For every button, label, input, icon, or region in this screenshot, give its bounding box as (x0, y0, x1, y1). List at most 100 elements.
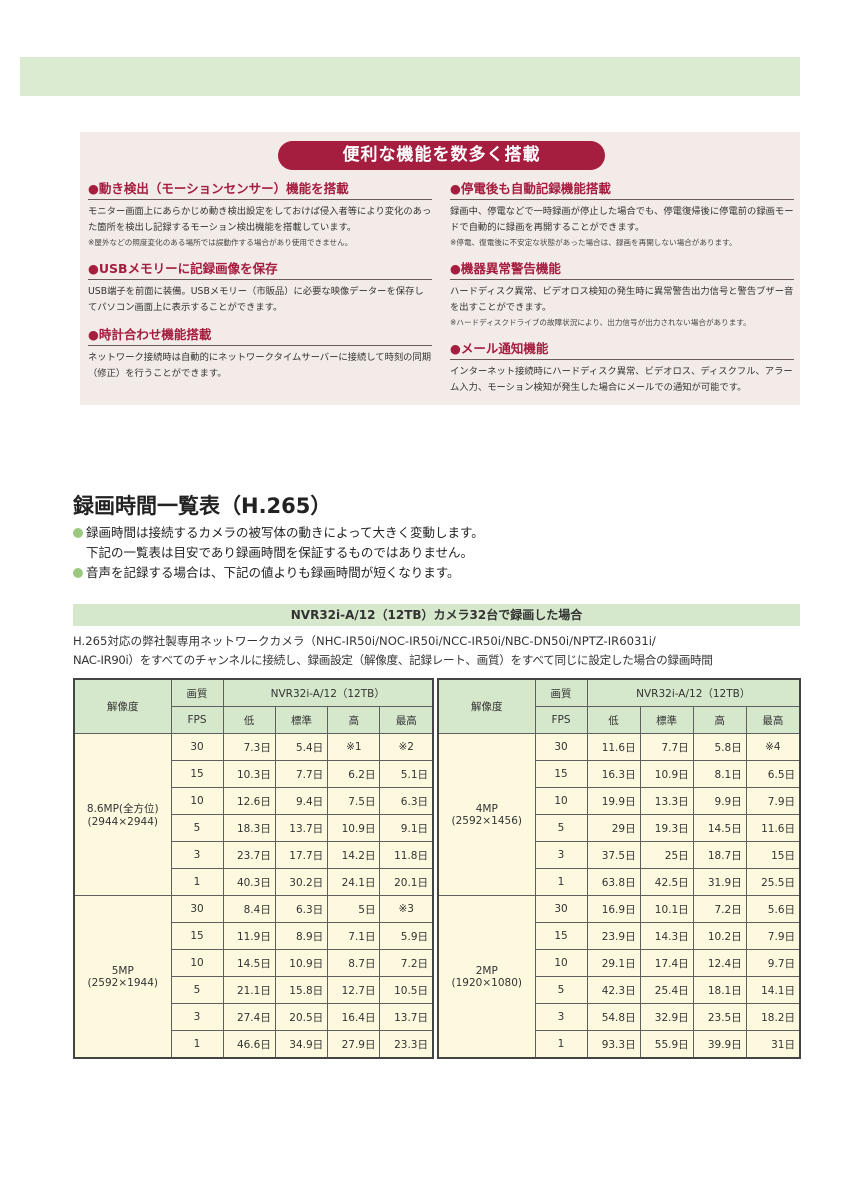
duration-cell: 40.3日 (222, 868, 276, 896)
table-row: 3 54.8日 32.9日 23.5日 18.2日 (438, 1003, 801, 1031)
duration-cell: 15日 (745, 841, 801, 869)
table-row: 10 29.1日 17.4日 12.4日 9.7日 (438, 949, 801, 977)
duration-cell: 13.7日 (379, 1003, 434, 1031)
duration-cell: 10.2日 (692, 922, 747, 950)
duration-cell: 14.5日 (692, 814, 747, 842)
duration-cell: 23.7日 (222, 841, 276, 869)
recording-table-right: 解像度 画質 NVR32i-A/12（12TB） FPS 低標準高最高 4MP (2592×… (437, 678, 801, 1059)
duration-cell: 23.9日 (586, 922, 641, 950)
duration-cell: 9.9日 (692, 787, 747, 815)
duration-cell: 7.9日 (745, 787, 801, 815)
feature-item: ●動き検出（モーションセンサー）機能を搭載 モニター画面上にあらかじめ動き検出設定… (88, 178, 432, 250)
duration-cell: 93.3日 (586, 1030, 641, 1059)
feature-item: ●停電後も自動記録機能搭載 録画中、停電などで一時録画が停止した場合でも、停電復帰… (450, 178, 794, 250)
duration-cell: 21.1日 (222, 976, 276, 1004)
duration-cell: 11.9日 (222, 922, 276, 950)
feature-body: ハードディスク異常、ビデオロス検知の発生時に異常警告出力信号と警告ブザー音を出す… (450, 286, 794, 313)
feature-heading: ●時計合わせ機能搭載 (88, 324, 432, 346)
header-fps: FPS (534, 706, 588, 734)
description-line: H.265対応の弊社製専用ネットワークカメラ（NHC-IR50i/NOC-IR5… (73, 634, 656, 648)
duration-cell: 7.1日 (327, 922, 381, 950)
duration-cell: 18.2日 (745, 1003, 801, 1031)
fps-cell: 10 (170, 949, 224, 977)
duration-cell: 11.6日 (586, 733, 641, 761)
table-row: 8.6MP(全方位) (2944×2944) 30 7.3日 5.4日 ※1 ※2 (73, 733, 434, 896)
feature-item: ●USBメモリーに記録画像を保存 USB端子を前面に装備。USBメモリー（市販品）… (88, 258, 432, 316)
header-level: 標準 (274, 706, 329, 734)
fps-cell: 15 (170, 760, 224, 788)
fps-cell: 5 (534, 976, 588, 1004)
duration-cell: 5.6日 (745, 895, 801, 923)
duration-cell: 14.2日 (327, 841, 381, 869)
resolution-size: (2592×1456) (451, 814, 522, 827)
fps-cell: 30 (534, 895, 588, 923)
duration-cell: 11.8日 (379, 841, 434, 869)
duration-cell: 5日 (327, 895, 381, 923)
recording-table-left: 解像度 画質 NVR32i-A/12（12TB） FPS 低標準高最高 8.6MP(全方位… (73, 678, 434, 1059)
duration-cell: 5.8日 (692, 733, 747, 761)
features-left-column: ●動き検出（モーションセンサー）機能を搭載 モニター画面上にあらかじめ動き検出設定… (88, 178, 432, 390)
duration-cell: 7.2日 (379, 949, 434, 977)
duration-cell: 46.6日 (222, 1030, 276, 1059)
header-level: 高 (327, 706, 381, 734)
duration-cell: 19.3日 (639, 814, 694, 842)
fps-cell: 5 (170, 814, 224, 842)
duration-cell: 9.1日 (379, 814, 434, 842)
duration-cell: 11.6日 (745, 814, 801, 842)
duration-cell: ※1 (327, 733, 381, 761)
features-banner: 便利な機能を数多く搭載 (278, 141, 605, 170)
duration-cell: 10.5日 (379, 976, 434, 1004)
table-row: 1 93.3日 55.9日 39.9日 31日 (438, 1030, 801, 1059)
fps-cell: 30 (534, 733, 588, 761)
duration-cell: 7.9日 (745, 922, 801, 950)
duration-cell: 25日 (639, 841, 694, 869)
table-row: 1 46.6日 34.9日 27.9日 23.3日 (74, 1030, 434, 1059)
duration-cell: 16.3日 (586, 760, 641, 788)
duration-cell: 15.8日 (274, 976, 329, 1004)
duration-cell: 30.2日 (274, 868, 329, 896)
note-text: 音声を記録する場合は、下記の値よりも録画時間が短くなります。 (86, 565, 460, 580)
duration-cell: 7.5日 (327, 787, 381, 815)
features-box: 便利な機能を数多く搭載 ●動き検出（モーションセンサー）機能を搭載 モニター画面上… (80, 132, 800, 405)
duration-cell: 17.4日 (639, 949, 694, 977)
duration-cell: 6.2日 (327, 760, 381, 788)
duration-cell: 63.8日 (586, 868, 641, 896)
table-row: 3 37.5日 25日 18.7日 15日 (438, 841, 801, 869)
header-fps: FPS (170, 706, 224, 734)
duration-cell: 54.8日 (586, 1003, 641, 1031)
duration-cell: 24.1日 (327, 868, 381, 896)
duration-cell: 6.3日 (379, 787, 434, 815)
duration-cell: 10.9日 (274, 949, 329, 977)
table-row: 10 19.9日 13.3日 9.9日 7.9日 (438, 787, 801, 815)
table-row: 4MP (2592×1456) 30 11.6日 7.7日 5.8日 ※4 (437, 733, 801, 896)
duration-cell: 23.5日 (692, 1003, 747, 1031)
feature-body: ネットワーク接続時は自動的にネットワークタイムサーバーに接続して時刻の同期（修正… (88, 352, 432, 379)
duration-cell: 13.7日 (274, 814, 329, 842)
duration-cell: 12.6日 (222, 787, 276, 815)
resolution-size: (1920×1080) (451, 976, 522, 989)
table-subtitle: NVR32i-A/12（12TB）カメラ32台で録画した場合 (73, 604, 800, 626)
duration-cell: 55.9日 (639, 1030, 694, 1059)
table-row: 5MP (2592×1944) 30 8.4日 6.3日 5日 ※3 (73, 895, 434, 1059)
resolution-name: 2MP (475, 964, 498, 977)
table-row: 3 27.4日 20.5日 16.4日 13.7日 (74, 1003, 434, 1031)
fps-cell: 10 (534, 787, 588, 815)
table-row: 5 42.3日 25.4日 18.1日 14.1日 (438, 976, 801, 1004)
duration-cell: 6.3日 (274, 895, 329, 923)
fps-cell: 3 (170, 841, 224, 869)
feature-heading: ●メール通知機能 (450, 338, 794, 360)
duration-cell: 27.4日 (222, 1003, 276, 1031)
fps-cell: 1 (534, 1030, 588, 1059)
feature-note: ※屋外などの照度変化のある場所では誤動作する場合があり使用できません。 (88, 238, 353, 247)
resolution-name: 5MP (111, 964, 134, 977)
duration-cell: 16.9日 (586, 895, 641, 923)
duration-cell: 12.7日 (327, 976, 381, 1004)
table-row: 15 11.9日 8.9日 7.1日 5.9日 (74, 922, 434, 950)
feature-body: USB端子を前面に装備。USBメモリー（市販品）に必要な映像データーを保存してパ… (88, 286, 424, 313)
fps-cell: 1 (170, 868, 224, 896)
header-level: 標準 (639, 706, 694, 734)
features-right-column: ●停電後も自動記録機能搭載 録画中、停電などで一時録画が停止した場合でも、停電復帰… (450, 178, 794, 404)
duration-cell: 10.9日 (639, 760, 694, 788)
header-model: NVR32i-A/12（12TB） (586, 678, 801, 707)
duration-cell: 7.2日 (692, 895, 747, 923)
